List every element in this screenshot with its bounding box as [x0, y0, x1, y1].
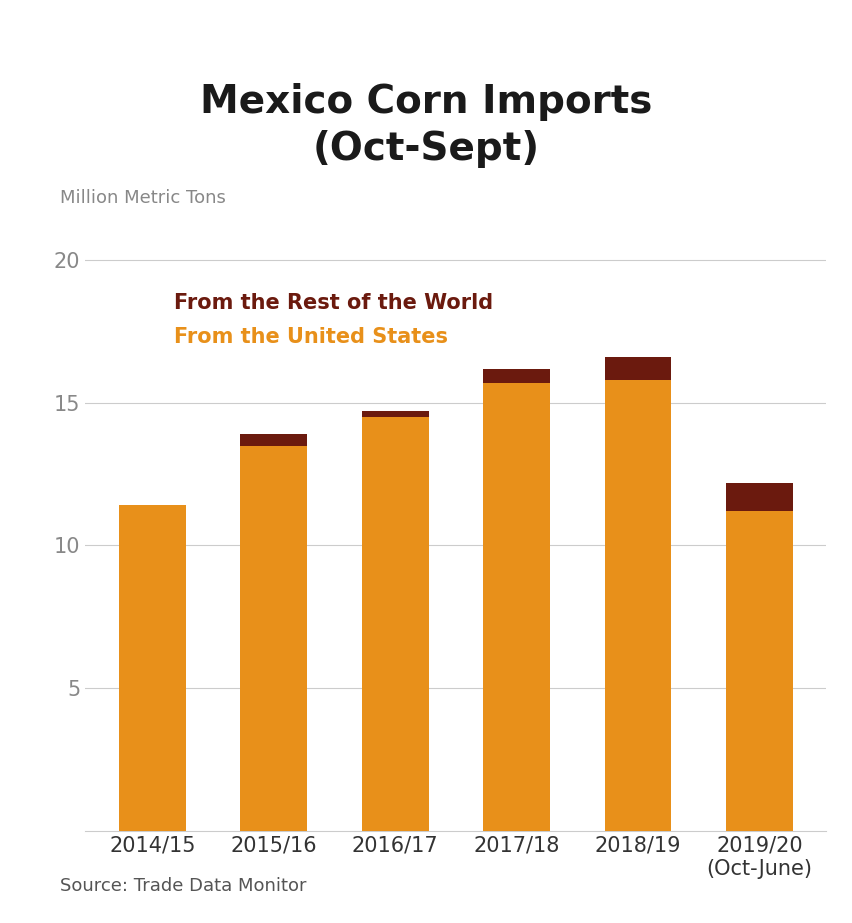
Text: From the Rest of the World: From the Rest of the World	[174, 293, 493, 313]
Bar	[362, 412, 429, 417]
Bar	[362, 417, 429, 831]
Bar	[605, 357, 671, 380]
Text: Source: Trade Data Monitor: Source: Trade Data Monitor	[60, 877, 306, 894]
Text: Mexico Corn Imports
(Oct-Sept): Mexico Corn Imports (Oct-Sept)	[200, 83, 652, 168]
Bar	[240, 434, 307, 446]
Text: Million Metric Tons: Million Metric Tons	[60, 189, 226, 208]
Bar	[119, 506, 186, 831]
Bar	[726, 511, 792, 831]
Bar	[483, 368, 550, 383]
Bar	[726, 483, 792, 511]
Text: From the United States: From the United States	[174, 327, 448, 347]
Bar	[605, 380, 671, 831]
Bar	[483, 383, 550, 831]
Bar	[240, 446, 307, 831]
